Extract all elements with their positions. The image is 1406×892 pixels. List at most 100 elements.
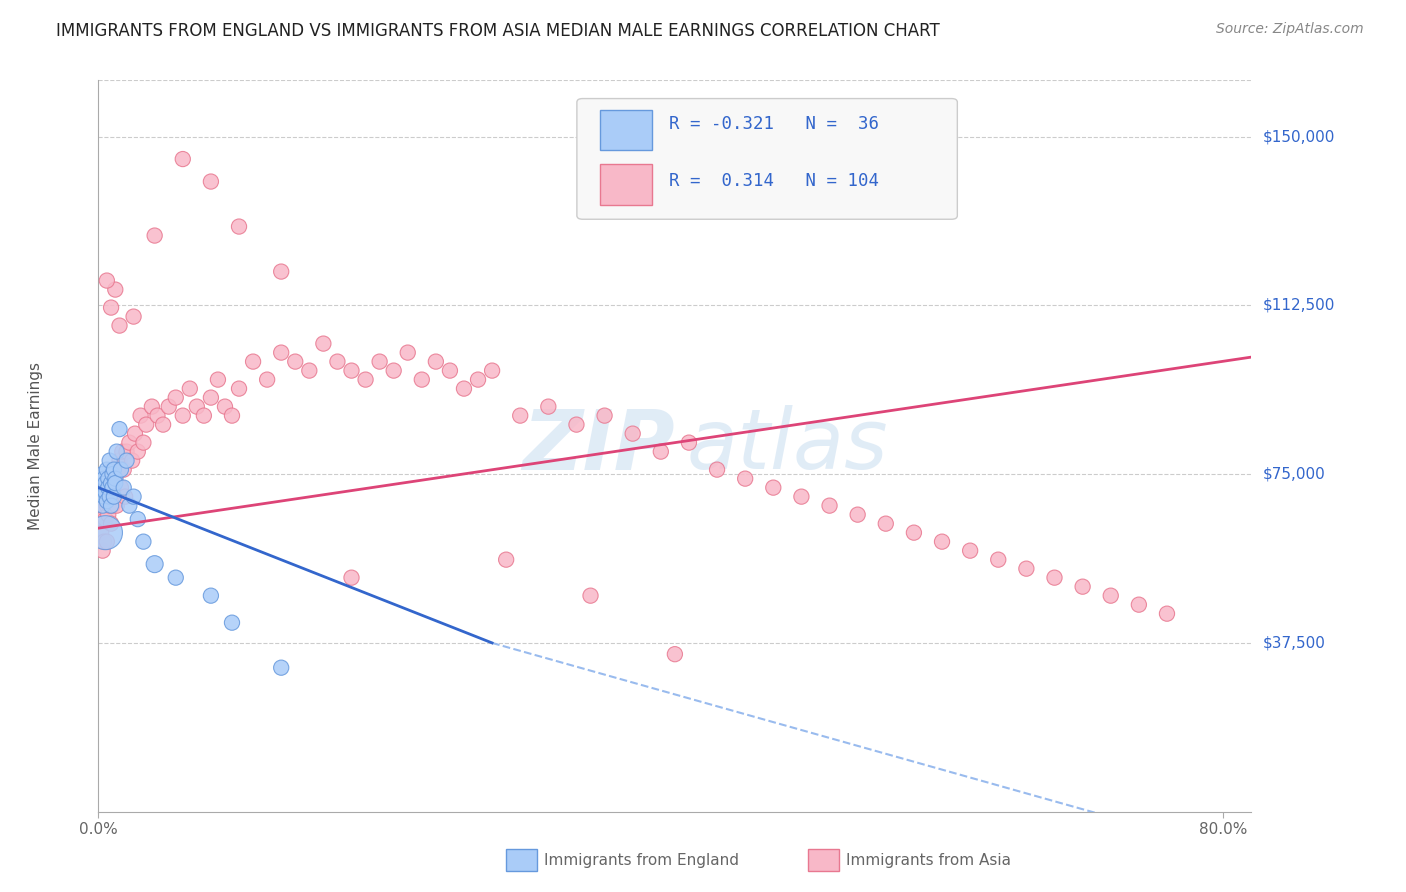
Point [312, 336, 335, 351]
Point [132, 534, 155, 549]
Point [152, 417, 174, 432]
Point [875, 516, 897, 531]
Point [157, 400, 180, 414]
Point [121, 453, 143, 467]
Point [221, 409, 243, 423]
Point [200, 589, 222, 603]
Point [537, 400, 560, 414]
Point [141, 400, 163, 414]
Point [481, 363, 503, 377]
Text: ZIP: ZIP [522, 406, 675, 486]
Text: Source: ZipAtlas.com: Source: ZipAtlas.com [1216, 22, 1364, 37]
Point [127, 444, 149, 458]
Text: IMMIGRANTS FROM ENGLAND VS IMMIGRANTS FROM ASIA MEDIAN MALE EARNINGS CORRELATION: IMMIGRANTS FROM ENGLAND VS IMMIGRANTS FR… [56, 22, 941, 40]
Point [100, 516, 122, 531]
Point [124, 426, 146, 441]
Point [103, 481, 125, 495]
Point [411, 373, 433, 387]
Point [97, 508, 120, 522]
Point [193, 409, 215, 423]
Point [91, 543, 114, 558]
Point [97, 481, 120, 495]
Point [98, 490, 121, 504]
Text: $75,000: $75,000 [1263, 467, 1326, 482]
FancyBboxPatch shape [576, 99, 957, 219]
Point [96, 494, 118, 508]
Point [108, 453, 131, 467]
Point [579, 589, 602, 603]
Point [340, 363, 363, 377]
Point [270, 345, 292, 359]
Text: $37,500: $37,500 [1263, 635, 1326, 650]
Point [298, 363, 321, 377]
Point [100, 499, 122, 513]
Point [112, 462, 135, 476]
Point [425, 354, 447, 368]
Point [903, 525, 925, 540]
Point [105, 444, 128, 458]
Point [94, 525, 117, 540]
Point [98, 499, 121, 513]
Bar [600, 164, 652, 204]
Text: $150,000: $150,000 [1263, 129, 1334, 144]
Point [242, 354, 264, 368]
Point [111, 444, 134, 458]
Point [200, 391, 222, 405]
Point [959, 543, 981, 558]
Point [96, 534, 118, 549]
Point [179, 382, 201, 396]
Point [1128, 598, 1150, 612]
Point [439, 363, 461, 377]
Point [368, 354, 391, 368]
Point [207, 373, 229, 387]
Point [90, 481, 112, 495]
Point [846, 508, 869, 522]
Point [593, 409, 616, 423]
Point [104, 472, 127, 486]
Point [270, 661, 292, 675]
Point [453, 382, 475, 396]
Point [96, 462, 118, 476]
Text: Immigrants from Asia: Immigrants from Asia [846, 854, 1011, 868]
Point [122, 490, 145, 504]
Point [98, 472, 121, 486]
Point [110, 481, 132, 495]
Point [94, 485, 117, 500]
Point [495, 552, 517, 566]
Point [101, 481, 124, 495]
Point [105, 499, 128, 513]
Text: atlas: atlas [686, 406, 889, 486]
Point [114, 490, 136, 504]
Point [132, 435, 155, 450]
Point [186, 400, 208, 414]
Point [326, 354, 349, 368]
Point [256, 373, 278, 387]
Point [143, 228, 166, 243]
Point [104, 283, 127, 297]
Point [790, 490, 813, 504]
Point [621, 426, 644, 441]
Point [172, 409, 194, 423]
Point [108, 318, 131, 333]
Point [96, 274, 118, 288]
Point [172, 152, 194, 166]
Point [987, 552, 1010, 566]
Point [94, 512, 117, 526]
Point [93, 472, 115, 486]
Point [706, 462, 728, 476]
Point [467, 373, 489, 387]
Point [165, 391, 187, 405]
Point [91, 499, 114, 513]
Point [818, 499, 841, 513]
Text: R =  0.314   N = 104: R = 0.314 N = 104 [669, 171, 879, 190]
Point [97, 472, 120, 486]
Point [664, 647, 686, 661]
Point [565, 417, 588, 432]
Point [100, 490, 122, 504]
Point [165, 571, 187, 585]
Point [762, 481, 785, 495]
Point [93, 490, 115, 504]
Text: Immigrants from England: Immigrants from England [544, 854, 740, 868]
Point [115, 444, 138, 458]
Point [100, 301, 122, 315]
